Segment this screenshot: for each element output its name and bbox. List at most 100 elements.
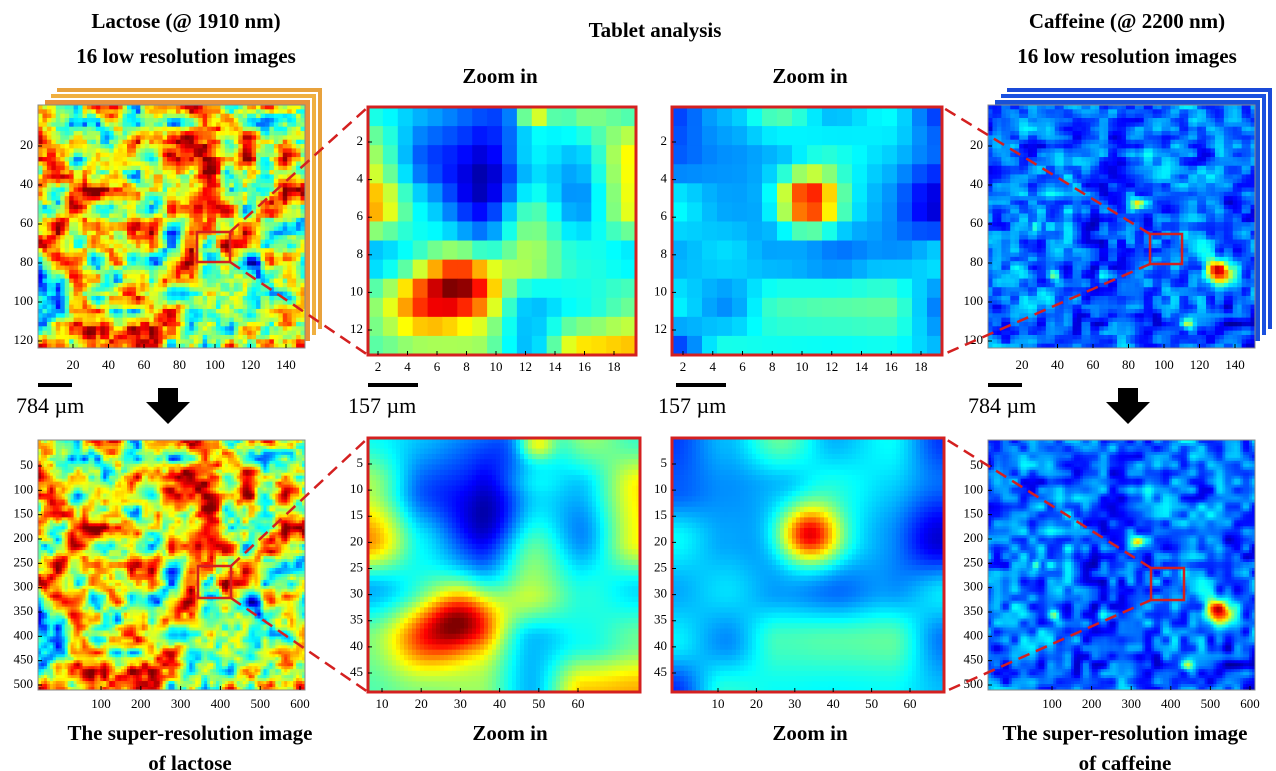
heatmap-cell <box>1246 109 1251 114</box>
heatmap-cell <box>247 179 252 184</box>
heatmap-cell <box>1010 105 1015 110</box>
heatmap-cell <box>100 231 105 236</box>
heatmap-cell <box>149 192 154 197</box>
heatmap-cell <box>1228 118 1233 123</box>
heatmap-cell <box>1117 144 1122 149</box>
heatmap-cell <box>247 122 252 127</box>
heatmap-cell <box>136 105 141 110</box>
heatmap-cell <box>194 287 199 292</box>
heatmap-cell <box>1211 166 1216 171</box>
heatmap-cell <box>852 126 867 145</box>
heatmap-cell <box>1081 174 1086 179</box>
heatmap-cell <box>368 336 383 355</box>
heatmap-cell <box>180 179 185 184</box>
heatmap-cell <box>51 318 56 323</box>
heatmap-cell <box>189 309 194 314</box>
heatmap-cell <box>136 213 141 218</box>
heatmap-cell <box>38 192 43 197</box>
heatmap-cell <box>100 322 105 327</box>
heatmap-cell <box>149 292 154 297</box>
heatmap-cell <box>837 279 852 298</box>
heatmap-cell <box>114 196 119 201</box>
heatmap-cell <box>1224 170 1229 175</box>
heatmap-cell <box>105 253 110 258</box>
heatmap-cell <box>1122 127 1127 132</box>
heatmap-cell <box>296 200 301 205</box>
heatmap-cell <box>287 231 292 236</box>
heatmap-cell <box>118 192 123 197</box>
heatmap-cell <box>127 161 132 166</box>
heatmap-cell <box>992 157 997 162</box>
heatmap-cell <box>247 200 252 205</box>
heatmap-cell <box>1104 170 1109 175</box>
heatmap-cell <box>51 144 56 149</box>
heatmap-cell <box>296 222 301 227</box>
heatmap-cell <box>114 253 119 258</box>
heatmap-cell <box>207 335 212 340</box>
heatmap-cell <box>149 322 154 327</box>
heatmap-cell <box>292 222 297 227</box>
heatmap-cell <box>591 164 606 183</box>
heatmap-cell <box>189 209 194 214</box>
heatmap-cell <box>78 153 83 158</box>
heatmap-cell <box>1104 127 1109 132</box>
heatmap-cell <box>807 183 822 202</box>
heatmap-cell <box>265 131 270 136</box>
heatmap-cell <box>74 179 79 184</box>
heatmap-cell <box>203 339 208 344</box>
heatmap-cell <box>621 145 636 164</box>
heatmap-cell <box>163 114 168 119</box>
heatmap-cell <box>216 213 221 218</box>
heatmap-cell <box>154 187 159 192</box>
heatmap-cell <box>1086 161 1091 166</box>
heatmap-cell <box>83 209 88 214</box>
heatmap-cell <box>1055 153 1060 158</box>
heatmap-cell <box>105 313 110 318</box>
heatmap-cell <box>180 257 185 262</box>
heatmap-cell <box>207 270 212 275</box>
heatmap-cell <box>100 227 105 232</box>
heatmap-cell <box>1081 170 1086 175</box>
heatmap-cell <box>216 222 221 227</box>
heatmap-cell <box>158 187 163 192</box>
heatmap-cell <box>180 218 185 223</box>
heatmap-cell <box>532 221 547 240</box>
heatmap-cell <box>1055 148 1060 153</box>
heatmap-cell <box>194 148 199 153</box>
heatmap-cell <box>83 192 88 197</box>
heatmap-cell <box>83 174 88 179</box>
heatmap-cell <box>74 144 79 149</box>
heatmap-cell <box>109 187 114 192</box>
heatmap-cell <box>1113 170 1118 175</box>
heatmap-cell <box>792 107 807 126</box>
heatmap-cell <box>220 170 225 175</box>
heatmap-cell <box>83 331 88 336</box>
heatmap-cell <box>78 222 83 227</box>
heatmap-cell <box>118 131 123 136</box>
heatmap-cell <box>176 279 181 284</box>
heatmap-cell <box>777 107 792 126</box>
heatmap-cell <box>383 336 398 355</box>
heatmap-cell <box>1139 127 1144 132</box>
heatmap-cell <box>83 227 88 232</box>
heatmap-cell <box>292 144 297 149</box>
heatmap-cell <box>114 339 119 344</box>
heatmap-cell <box>1019 127 1024 132</box>
heatmap-cell <box>109 227 114 232</box>
heatmap-cell <box>1148 127 1153 132</box>
heatmap-cell <box>185 222 190 227</box>
heatmap-cell <box>1033 127 1038 132</box>
x-tick-label: 20 <box>67 357 80 372</box>
heatmap-cell <box>123 109 128 114</box>
heatmap-cell <box>732 145 747 164</box>
heatmap-cell <box>131 192 136 197</box>
heatmap-cell <box>283 222 288 227</box>
heatmap-cell <box>216 109 221 114</box>
heatmap-cell <box>158 148 163 153</box>
heatmap-cell <box>176 292 181 297</box>
heatmap-cell <box>114 144 119 149</box>
heatmap-cell <box>83 196 88 201</box>
heatmap-cell <box>283 205 288 210</box>
heatmap-cell <box>225 283 230 288</box>
heatmap-cell <box>145 209 150 214</box>
